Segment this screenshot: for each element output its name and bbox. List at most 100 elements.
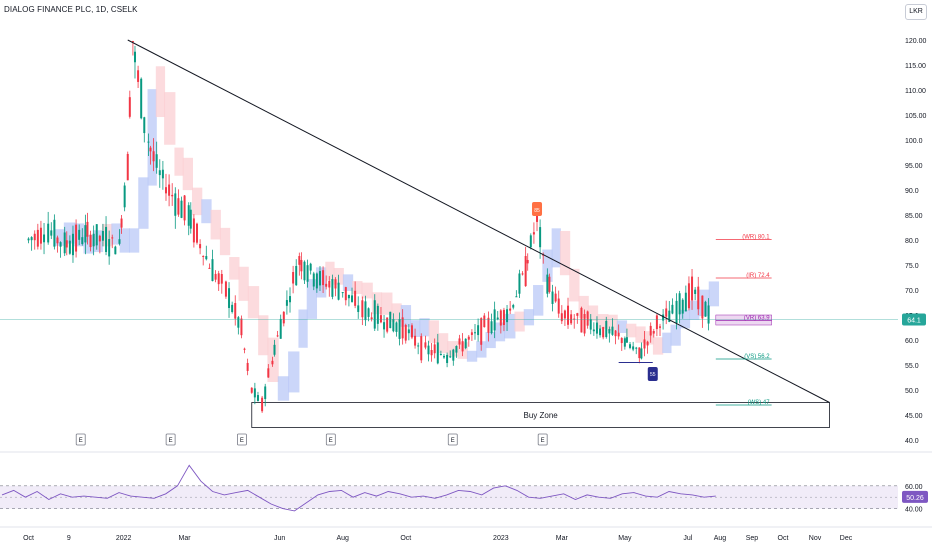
earnings-icon xyxy=(237,433,247,446)
candle-body xyxy=(75,224,78,252)
earnings-icon xyxy=(537,433,548,446)
candles xyxy=(27,40,710,413)
candle-body xyxy=(118,239,121,244)
buy-zone-label: Buy Zone xyxy=(524,411,559,420)
candle-body xyxy=(240,318,243,336)
candle-body xyxy=(158,170,161,176)
candle-body xyxy=(347,294,350,299)
y-tick-label: 105.00 xyxy=(905,113,927,120)
y-tick-label: 70.0 xyxy=(905,288,919,295)
candle-body xyxy=(27,238,30,241)
x-tick-label: Sep xyxy=(746,535,759,542)
candle-body xyxy=(189,209,192,229)
candle-body xyxy=(652,331,655,334)
candle-body xyxy=(273,344,276,355)
cloud-segment xyxy=(277,376,290,401)
candle-body xyxy=(285,300,288,306)
candle-body xyxy=(602,327,605,338)
candle-body xyxy=(379,315,382,323)
cloud-segment xyxy=(616,320,628,333)
level-label: (VS) 56.2 xyxy=(744,354,770,360)
x-tick-label: 9 xyxy=(67,535,71,542)
y-tick-label: 95.00 xyxy=(905,163,923,170)
candle-body xyxy=(53,219,56,247)
candle-body xyxy=(322,270,325,286)
earnings-label: E xyxy=(451,438,455,444)
candle-body xyxy=(576,313,579,316)
candle-body xyxy=(171,194,174,197)
cloud-segment xyxy=(147,89,157,186)
cloud-segment xyxy=(523,309,535,326)
cloud-segment xyxy=(419,318,430,337)
candle-body xyxy=(192,218,195,243)
candle-body xyxy=(84,225,87,243)
candle-body xyxy=(351,295,354,302)
candle-body xyxy=(43,234,46,243)
y-tick-label: 100.0 xyxy=(905,138,923,145)
candle-body xyxy=(704,301,707,317)
candle-body xyxy=(665,308,668,317)
candle-body xyxy=(467,336,470,340)
candle-body xyxy=(364,301,367,321)
y-tick-label: 40.0 xyxy=(905,438,919,445)
candle-body xyxy=(318,271,321,286)
currency-badge[interactable]: LKR xyxy=(905,4,927,20)
candle-body xyxy=(684,292,687,312)
cloud-segment xyxy=(635,326,646,343)
candle-body xyxy=(493,309,496,331)
x-tick-label: Oct xyxy=(778,535,789,542)
candle-body xyxy=(180,200,183,218)
candle-body xyxy=(398,319,401,339)
candle-body xyxy=(140,78,143,119)
candle-body xyxy=(617,332,620,337)
earnings-icon xyxy=(165,433,176,446)
candle-body xyxy=(312,273,315,287)
candle-body xyxy=(105,226,108,252)
candle-body xyxy=(279,318,282,339)
top-marker-label: 85 xyxy=(534,208,540,214)
candle-body xyxy=(234,303,237,319)
y-tick-label: 80.0 xyxy=(905,238,919,245)
cloud-segment xyxy=(391,303,402,322)
candle-body xyxy=(655,315,658,330)
rsi-last-badge xyxy=(902,490,928,503)
candle-body xyxy=(395,322,398,332)
cloud-segment xyxy=(83,234,94,254)
candle-body xyxy=(33,233,36,241)
candle-body xyxy=(214,273,217,280)
candle-body xyxy=(589,319,592,330)
cloud-segment xyxy=(258,315,269,356)
candle-body xyxy=(433,344,436,354)
cloud-segment xyxy=(119,228,130,253)
x-tick-label: Oct xyxy=(23,535,34,542)
candle-body xyxy=(298,256,301,265)
candle-body xyxy=(515,296,518,298)
trendline xyxy=(127,39,830,403)
x-tick-label: Oct xyxy=(400,535,411,542)
candle-body xyxy=(231,304,234,312)
candle-body xyxy=(638,347,641,359)
candle-body xyxy=(86,221,89,237)
candle-body xyxy=(439,353,442,355)
candle-body xyxy=(56,237,59,244)
candle-body xyxy=(632,346,635,350)
rsi-line xyxy=(1,464,716,512)
candle-body xyxy=(108,239,111,257)
candle-body xyxy=(228,288,231,309)
earnings-icon xyxy=(75,433,86,446)
candle-body xyxy=(490,321,493,334)
candle-body xyxy=(383,322,386,330)
candle-body xyxy=(267,368,270,378)
candle-body xyxy=(177,198,180,215)
candle-body xyxy=(502,309,505,326)
candle-body xyxy=(36,229,39,247)
candle-body xyxy=(78,229,81,240)
candle-body xyxy=(539,227,542,248)
candle-body xyxy=(376,305,379,324)
cloud-segment xyxy=(587,305,599,322)
x-tick-label: May xyxy=(618,535,632,542)
candle-body xyxy=(224,281,227,297)
candle-body xyxy=(512,305,515,308)
candle-body xyxy=(71,233,74,256)
